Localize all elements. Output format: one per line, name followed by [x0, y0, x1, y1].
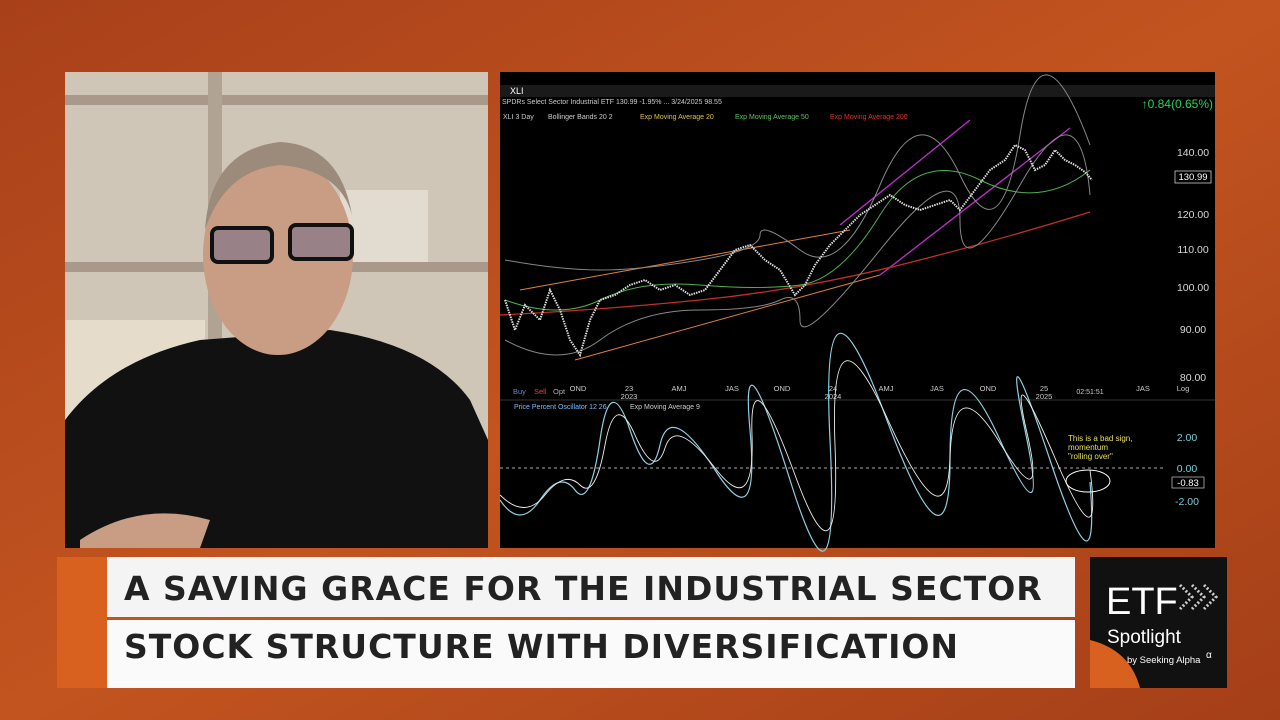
price-tick: 110.00 — [1177, 244, 1208, 256]
headline: A SAVING GRACE FOR THE INDUSTRIAL SECTOR — [124, 569, 1043, 608]
study: Bollinger Bands 20 2 — [548, 114, 613, 121]
annotation-circle — [1065, 469, 1111, 493]
logo-byline: by Seeking Alpha — [1127, 655, 1201, 666]
osc-last: -0.83 — [1177, 478, 1199, 489]
price-tick: 140.00 — [1177, 147, 1209, 159]
channel-line — [839, 119, 971, 226]
ema-50 — [504, 169, 1091, 311]
time-tick: 25 — [1040, 384, 1048, 393]
price-tick: 90.00 — [1180, 324, 1206, 336]
price-tick: 100.00 — [1177, 282, 1209, 294]
oscillator-signal: Exp Moving Average 9 — [630, 404, 700, 411]
box — [340, 190, 428, 262]
ema-200 — [499, 211, 1091, 316]
headline: STOCK STRUCTURE WITH DIVERSIFICATION — [124, 627, 959, 666]
oscillator-name: Price Percent Oscillator 12 26 — [514, 404, 607, 411]
change: ↑0.84(0.65%) — [1142, 97, 1213, 111]
study: Exp Moving Average 50 — [735, 114, 809, 121]
annotation: This is a bad sign, — [1068, 434, 1132, 443]
year-label: 2023 — [621, 392, 638, 401]
headline-bar — [107, 557, 1075, 617]
bollinger-upper — [504, 74, 1091, 271]
head — [203, 155, 353, 355]
time-tick: 23 — [625, 384, 633, 393]
time-tick: AMJ — [879, 384, 894, 393]
annotation: momentum — [1068, 443, 1108, 452]
study: Exp Moving Average 20 — [640, 114, 714, 121]
button[interactable]: Opt — [553, 387, 566, 396]
last-price: 130.99 — [1178, 172, 1207, 183]
time-tick: JAS — [725, 384, 739, 393]
annotation: "rolling over" — [1068, 452, 1113, 461]
hair — [205, 142, 352, 230]
time-tick: 24 — [829, 384, 837, 393]
signal-line — [499, 360, 1094, 532]
bollinger-lower — [504, 134, 1091, 356]
button[interactable]: Sell — [534, 387, 547, 396]
logo-accent — [1090, 640, 1140, 688]
shelf — [65, 95, 488, 105]
time-tick: OND — [570, 384, 587, 393]
osc-tick: 2.00 — [1177, 432, 1198, 444]
chart-panel: XLI SPDRs Select Sector Industrial ETF 1… — [499, 72, 1215, 552]
shirt — [65, 330, 488, 548]
year-label: 2025 — [1036, 392, 1053, 401]
channel-line — [879, 127, 1071, 276]
symbol: XLI — [510, 86, 524, 96]
quote: SPDRs Select Sector Industrial ETF 130.9… — [502, 99, 722, 106]
period: XLI 3 Day — [503, 114, 534, 121]
logo-mark: α — [1206, 650, 1212, 661]
button[interactable]: Buy — [513, 387, 526, 396]
presenter-video — [65, 72, 488, 548]
time-tick: OND — [980, 384, 997, 393]
time-tick: Log — [1177, 384, 1190, 393]
hand — [80, 513, 210, 548]
last-price-box — [1174, 170, 1212, 184]
accent — [57, 557, 107, 688]
toolbar — [500, 85, 1215, 97]
time-tick: JAS — [930, 384, 944, 393]
channel-line — [574, 274, 881, 361]
time-tick: JAS — [1136, 384, 1150, 393]
year-label: 2024 — [825, 392, 842, 401]
price-tick: 80.00 — [1180, 372, 1206, 384]
price-tick: 120.00 — [1177, 209, 1209, 221]
osc-tick: 0.00 — [1177, 463, 1198, 475]
price-bars — [504, 143, 1093, 358]
time-tick: OND — [774, 384, 791, 393]
logo-arrows — [1178, 583, 1219, 611]
study: Exp Moving Average 200 — [830, 114, 908, 121]
osc-tick: -2.00 — [1175, 496, 1199, 508]
logo-subtitle: Spotlight — [1107, 627, 1182, 648]
channel-line — [519, 229, 851, 291]
glasses — [210, 226, 274, 264]
osc-last-box — [1171, 476, 1205, 489]
headline-bar — [107, 620, 1075, 688]
ppo-line — [499, 332, 1093, 552]
panel-bg — [500, 72, 1215, 548]
clock: 02:51:51 — [1076, 389, 1103, 396]
time-tick: AMJ — [672, 384, 687, 393]
glasses — [288, 223, 354, 261]
logo-title: ETF — [1106, 581, 1178, 623]
